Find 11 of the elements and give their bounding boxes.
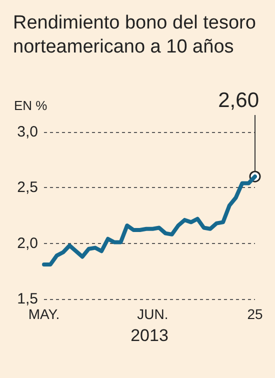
y-tick-label: 2,5 <box>17 179 38 196</box>
y-axis-title: EN % <box>14 98 48 113</box>
y-tick-label: 1,5 <box>17 290 38 308</box>
y-tick-label: 2,0 <box>17 234 38 252</box>
annotation: 2,60 <box>218 89 259 112</box>
y-tick-label: 3,0 <box>17 124 38 140</box>
x-tick-label: MAY. <box>28 306 60 322</box>
x-tick-label: JUN. <box>137 306 168 322</box>
x-axis-title: 2013 <box>130 326 168 345</box>
x-tick-label: 25 <box>247 306 263 322</box>
chart-title: Rendimiento bono del tesoro norteamericano a 10 años <box>13 12 262 58</box>
